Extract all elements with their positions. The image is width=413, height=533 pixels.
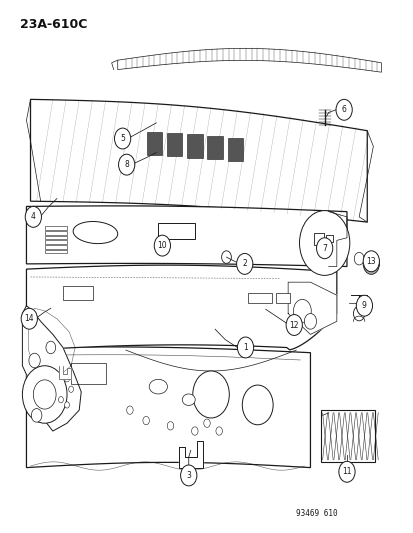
Bar	[45, 240, 67, 244]
Circle shape	[29, 353, 40, 368]
Polygon shape	[22, 306, 81, 431]
Text: 6: 6	[341, 106, 346, 114]
Circle shape	[335, 99, 351, 120]
Ellipse shape	[73, 222, 117, 244]
Text: 12: 12	[289, 320, 298, 329]
Circle shape	[366, 259, 375, 269]
Circle shape	[191, 427, 197, 435]
Bar	[187, 134, 202, 158]
Bar	[45, 227, 67, 230]
Bar	[158, 223, 195, 239]
Bar	[45, 231, 67, 235]
Text: 8: 8	[124, 160, 129, 169]
Bar	[313, 233, 323, 245]
Bar	[325, 235, 332, 243]
Circle shape	[33, 380, 56, 409]
Circle shape	[353, 306, 364, 321]
Bar	[275, 293, 290, 303]
Text: 23A-610C: 23A-610C	[20, 19, 88, 31]
Bar	[45, 236, 67, 239]
Circle shape	[180, 465, 197, 486]
Circle shape	[69, 386, 74, 392]
Text: 93469 610: 93469 610	[296, 509, 337, 518]
Bar	[45, 250, 67, 254]
Circle shape	[304, 313, 316, 329]
Circle shape	[192, 371, 229, 418]
Circle shape	[285, 314, 301, 335]
Bar	[71, 363, 105, 384]
Text: 10: 10	[157, 241, 167, 250]
Polygon shape	[31, 99, 366, 222]
Circle shape	[236, 254, 252, 274]
Circle shape	[167, 422, 173, 430]
Circle shape	[203, 419, 210, 427]
Circle shape	[118, 154, 135, 175]
Polygon shape	[26, 347, 310, 467]
Bar	[146, 132, 161, 155]
Text: 5: 5	[120, 134, 125, 143]
Circle shape	[362, 254, 379, 274]
Circle shape	[242, 385, 273, 425]
Text: 14: 14	[24, 314, 34, 323]
Circle shape	[154, 235, 170, 256]
Circle shape	[126, 406, 133, 414]
Circle shape	[362, 251, 379, 272]
Circle shape	[22, 366, 67, 423]
Circle shape	[316, 238, 332, 259]
Polygon shape	[26, 206, 346, 266]
Circle shape	[142, 416, 149, 425]
Polygon shape	[178, 441, 202, 467]
Circle shape	[356, 295, 372, 316]
Circle shape	[31, 409, 42, 422]
Bar	[45, 245, 67, 249]
Polygon shape	[287, 282, 336, 334]
Circle shape	[216, 427, 222, 435]
Circle shape	[293, 300, 311, 322]
Text: 7: 7	[321, 244, 326, 253]
Ellipse shape	[149, 379, 167, 394]
Text: 1: 1	[242, 343, 247, 352]
Bar	[63, 286, 93, 301]
Bar	[207, 136, 222, 159]
Text: 2: 2	[242, 260, 247, 269]
Circle shape	[299, 211, 349, 276]
Circle shape	[237, 337, 253, 358]
Circle shape	[114, 128, 131, 149]
Text: 4: 4	[31, 212, 36, 221]
Circle shape	[64, 376, 69, 382]
Circle shape	[338, 462, 354, 482]
Bar	[320, 410, 375, 463]
Circle shape	[354, 253, 363, 265]
Bar	[227, 138, 242, 161]
Text: 3: 3	[186, 471, 191, 480]
Circle shape	[46, 341, 55, 354]
Circle shape	[64, 402, 69, 408]
Bar	[247, 293, 271, 303]
Text: 11: 11	[342, 467, 351, 477]
Ellipse shape	[182, 394, 195, 406]
Text: 13: 13	[366, 257, 375, 266]
Polygon shape	[26, 265, 336, 350]
Circle shape	[25, 206, 41, 228]
Circle shape	[58, 397, 63, 403]
Text: 9: 9	[361, 301, 366, 310]
Circle shape	[21, 308, 37, 329]
Circle shape	[221, 251, 231, 263]
Polygon shape	[59, 366, 71, 379]
Bar	[166, 133, 182, 156]
Polygon shape	[117, 49, 380, 72]
